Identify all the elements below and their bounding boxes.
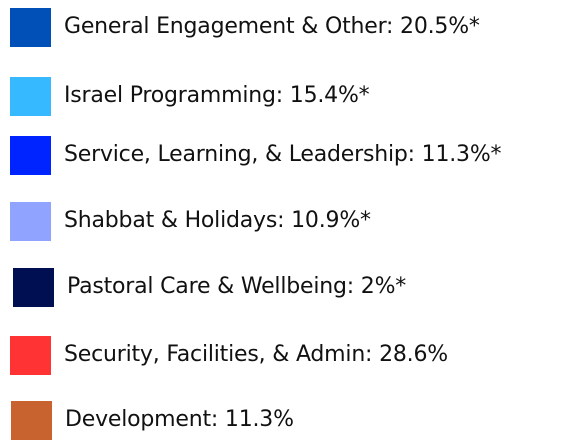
legend-swatch	[11, 401, 52, 440]
legend-label: Israel Programming: 15.4%*	[64, 83, 370, 108]
legend-label: Security, Facilities, & Admin: 28.6%	[64, 342, 448, 367]
legend-label: General Engagement & Other: 20.5%*	[64, 14, 480, 39]
legend-label: Pastoral Care & Wellbeing: 2%*	[67, 274, 407, 299]
legend-label: Shabbat & Holidays: 10.9%*	[64, 208, 371, 233]
legend-swatch	[10, 77, 51, 116]
legend-swatch	[10, 202, 51, 241]
legend-swatch	[13, 268, 54, 307]
legend-swatch	[10, 136, 51, 175]
legend-label: Service, Learning, & Leadership: 11.3%*	[64, 142, 502, 167]
legend-label: Development: 11.3%	[65, 407, 294, 432]
legend-swatch	[10, 336, 51, 375]
legend-swatch	[10, 8, 51, 47]
